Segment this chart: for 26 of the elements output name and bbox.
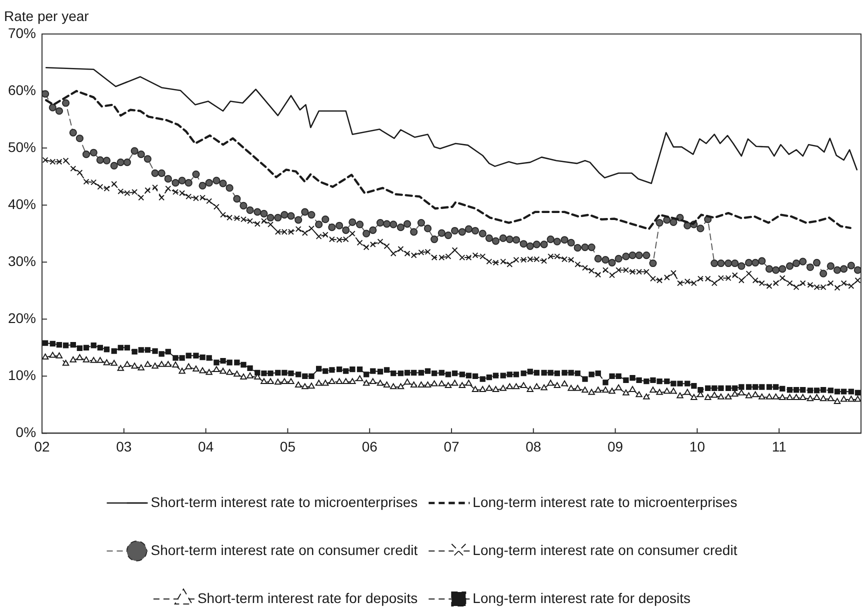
x-tick-label: 03 xyxy=(116,438,132,454)
y-tick-label: 40% xyxy=(8,196,36,212)
x-tick-label: 02 xyxy=(34,438,50,454)
y-axis-title: Rate per year xyxy=(4,8,90,24)
x-tick-label: 09 xyxy=(608,438,624,454)
y-tick-label: 10% xyxy=(8,367,36,384)
y-tick-label: 50% xyxy=(8,138,36,155)
x-tick-label: 05 xyxy=(280,438,296,454)
x-tick-label: 06 xyxy=(362,438,378,454)
line-series xyxy=(45,90,852,230)
x-tick-label: 08 xyxy=(526,438,542,454)
y-tick-label: 70% xyxy=(8,24,36,41)
x-tick-label: 04 xyxy=(198,438,214,454)
y-tick-label: 30% xyxy=(8,252,36,269)
legend-label: Short-term interest rate to microenterprises xyxy=(150,494,418,510)
y-tick-label: 20% xyxy=(8,310,36,326)
legend-label: Short-term interest rate on consumer credit xyxy=(150,542,418,558)
legend-label: Long-term interest rate to microenterprises xyxy=(472,494,738,510)
x-tick-label: 10 xyxy=(689,438,706,454)
x-tick-label: 11 xyxy=(772,438,787,454)
y-tick-label: 0% xyxy=(16,424,36,440)
x-tick-label: 07 xyxy=(444,438,460,454)
legend-label: Long-term interest rate for deposits xyxy=(472,590,691,606)
legend-label: Short-term interest rate for deposits xyxy=(197,590,418,606)
y-tick-label: 60% xyxy=(8,82,36,98)
legend-label: Long-term interest rate on consumer credit xyxy=(472,542,738,558)
